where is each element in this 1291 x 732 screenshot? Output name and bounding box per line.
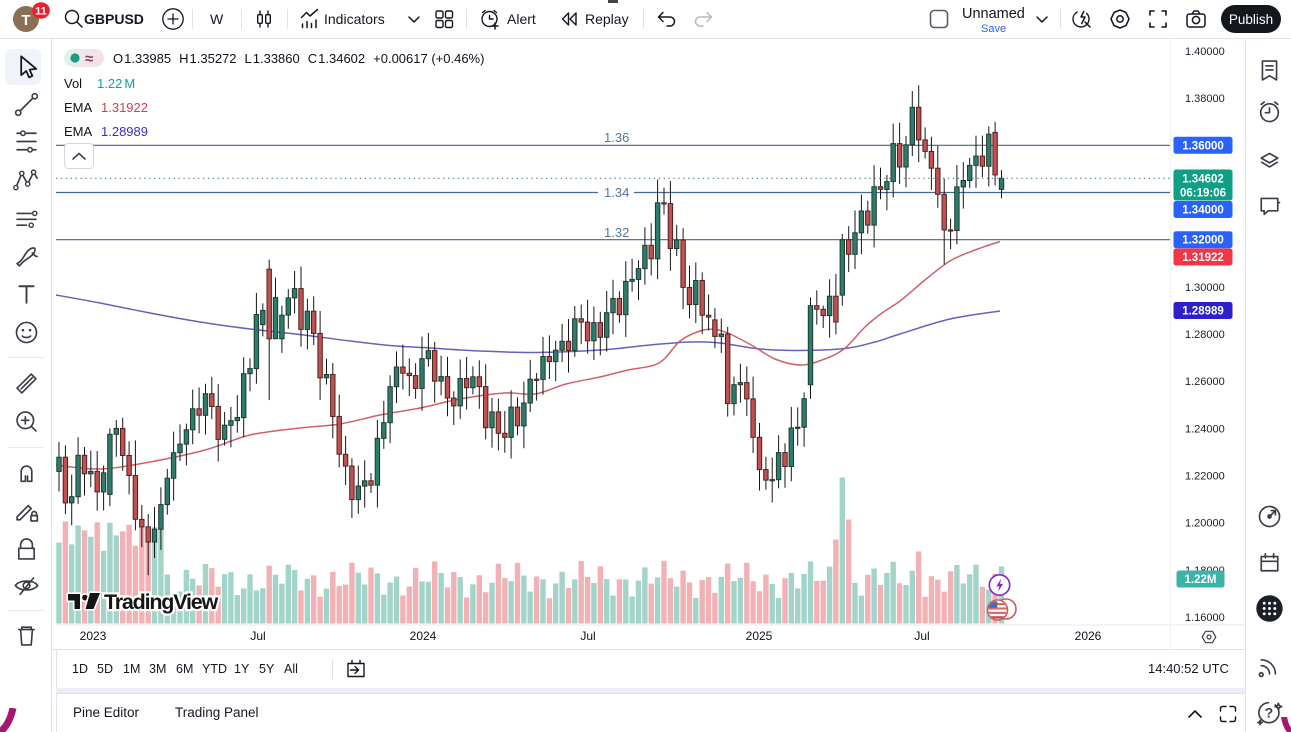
svg-text:EMA: EMA xyxy=(64,124,93,139)
svg-text:Vol: Vol xyxy=(64,76,82,91)
svg-text:1.32: 1.32 xyxy=(604,225,629,240)
svg-text:1.26000: 1.26000 xyxy=(1185,376,1225,388)
svg-text:1.34000: 1.34000 xyxy=(1182,205,1224,217)
svg-text:1.31922: 1.31922 xyxy=(101,100,148,115)
svg-text:1.31922: 1.31922 xyxy=(1182,252,1224,264)
svg-text:1.24000: 1.24000 xyxy=(1185,423,1225,435)
svg-text:T: T xyxy=(21,12,30,29)
svg-text:EMA: EMA xyxy=(64,100,93,115)
svg-text:2025: 2025 xyxy=(746,629,773,643)
svg-text:1.28989: 1.28989 xyxy=(101,124,148,139)
svg-text:Jul: Jul xyxy=(580,629,595,643)
svg-text:1.40000: 1.40000 xyxy=(1185,46,1225,58)
svg-text:1.22000: 1.22000 xyxy=(1185,471,1225,483)
svg-text:1.28989: 1.28989 xyxy=(1182,306,1224,318)
svg-text:1.22M: 1.22M xyxy=(97,76,135,91)
svg-text:1.36000: 1.36000 xyxy=(1182,140,1224,152)
svg-text:2024: 2024 xyxy=(410,629,437,643)
svg-text:TradingView: TradingView xyxy=(104,590,219,614)
svg-text:1.38000: 1.38000 xyxy=(1185,93,1225,105)
svg-text:Jul: Jul xyxy=(250,629,265,643)
svg-text:1.32000: 1.32000 xyxy=(1182,235,1224,247)
svg-text:1.22M: 1.22M xyxy=(1185,574,1217,586)
svg-text:1.36: 1.36 xyxy=(604,130,629,145)
svg-text:Jul: Jul xyxy=(914,629,929,643)
svg-text:≈: ≈ xyxy=(85,51,93,68)
svg-text:1.34: 1.34 xyxy=(604,185,629,200)
svg-text:1.34602: 1.34602 xyxy=(1182,174,1224,186)
svg-text:1.28000: 1.28000 xyxy=(1185,329,1225,341)
svg-text:06:19:06: 06:19:06 xyxy=(1180,188,1226,200)
svg-text:1.30000: 1.30000 xyxy=(1185,282,1225,294)
svg-text:?: ? xyxy=(1265,704,1274,720)
svg-text:1.20000: 1.20000 xyxy=(1185,518,1225,530)
svg-text:2026: 2026 xyxy=(1075,629,1102,643)
svg-text:2023: 2023 xyxy=(80,629,107,643)
svg-text:1.16000: 1.16000 xyxy=(1185,612,1225,624)
svg-text:11: 11 xyxy=(35,6,47,18)
